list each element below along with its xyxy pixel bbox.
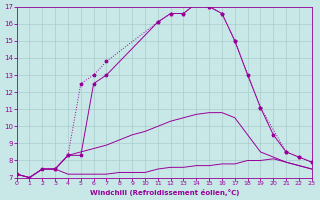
X-axis label: Windchill (Refroidissement éolien,°C): Windchill (Refroidissement éolien,°C) xyxy=(90,189,239,196)
